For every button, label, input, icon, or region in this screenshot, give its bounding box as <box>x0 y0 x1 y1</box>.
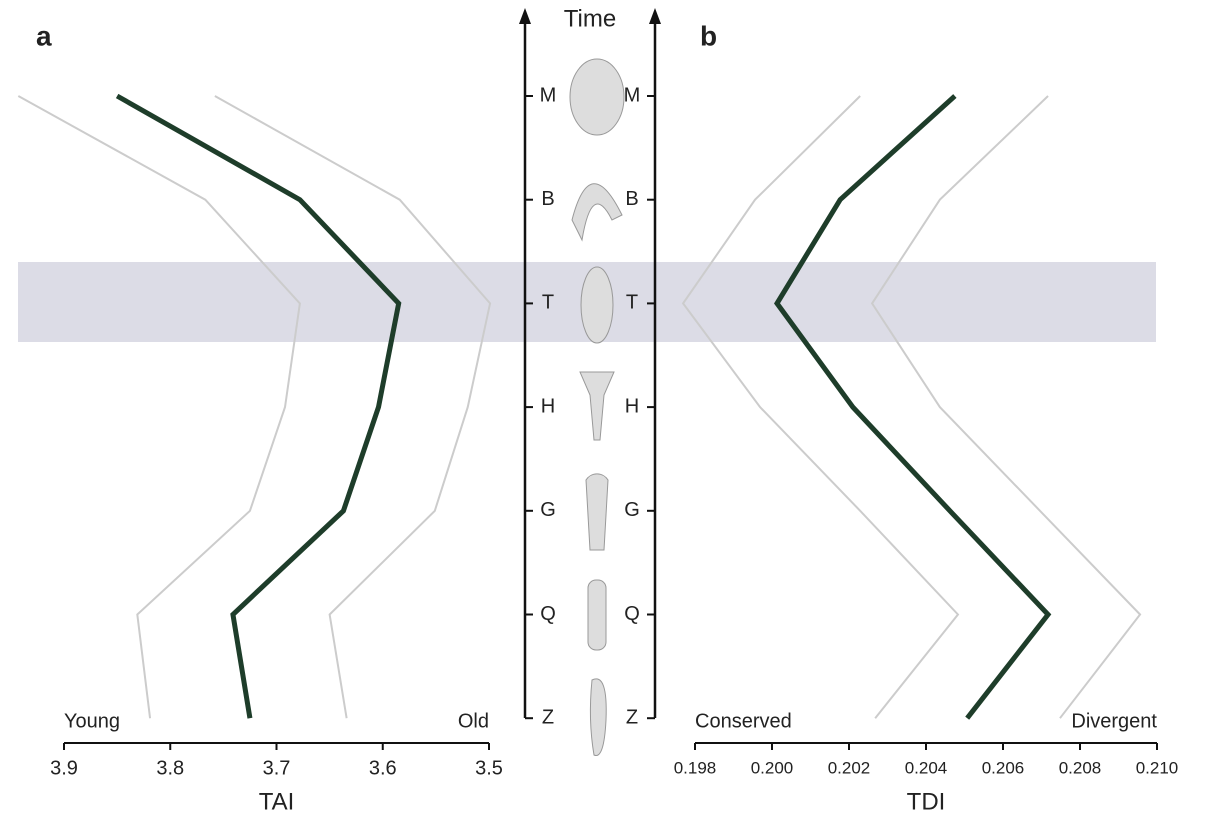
x-tick-label: 0.202 <box>828 758 871 777</box>
stage-label: B <box>625 188 638 210</box>
series-line <box>774 94 1052 720</box>
left-label: Young <box>64 710 120 732</box>
series-line <box>115 93 402 719</box>
stage-label: Z <box>542 706 554 728</box>
stage-label: T <box>626 292 638 314</box>
stage-label: H <box>625 395 639 417</box>
x-tick-label: 0.206 <box>982 758 1025 777</box>
right-label: Old <box>458 710 489 732</box>
x-tick-label: 0.210 <box>1136 758 1179 777</box>
x-tick-label: 3.6 <box>369 757 397 779</box>
stage-label: H <box>541 395 555 417</box>
series-line <box>214 95 492 719</box>
x-axis-label: TAI <box>259 788 295 815</box>
arrow <box>649 8 661 24</box>
stage-label: T <box>542 292 554 314</box>
stage-label: Q <box>624 603 640 625</box>
stage-label: B <box>541 188 554 210</box>
series-line <box>681 95 960 719</box>
x-tick-label: 3.5 <box>475 757 503 779</box>
stage-label: G <box>624 499 640 521</box>
x-tick-label: 0.198 <box>674 758 717 777</box>
left-label: Conserved <box>695 710 792 732</box>
stage-label: Q <box>540 603 556 625</box>
arrow <box>519 8 531 24</box>
panel-label: b <box>700 20 717 51</box>
stage-label: Z <box>626 706 638 728</box>
right-label: Divergent <box>1071 710 1157 732</box>
stage-label: M <box>540 84 557 106</box>
x-tick-label: 3.7 <box>263 757 291 779</box>
series-line <box>870 95 1142 719</box>
x-tick-label: 3.9 <box>50 757 78 779</box>
x-tick-label: 0.200 <box>751 758 794 777</box>
time-title: Time <box>564 5 616 32</box>
series-line <box>17 95 301 719</box>
stage-label: G <box>540 499 556 521</box>
panel-label: a <box>36 20 52 51</box>
x-tick-label: 0.204 <box>905 758 948 777</box>
x-tick-label: 0.208 <box>1059 758 1102 777</box>
x-axis-label: TDI <box>907 788 946 815</box>
stage-label: M <box>624 84 641 106</box>
x-tick-label: 3.8 <box>156 757 184 779</box>
embryo-icons <box>569 58 625 757</box>
